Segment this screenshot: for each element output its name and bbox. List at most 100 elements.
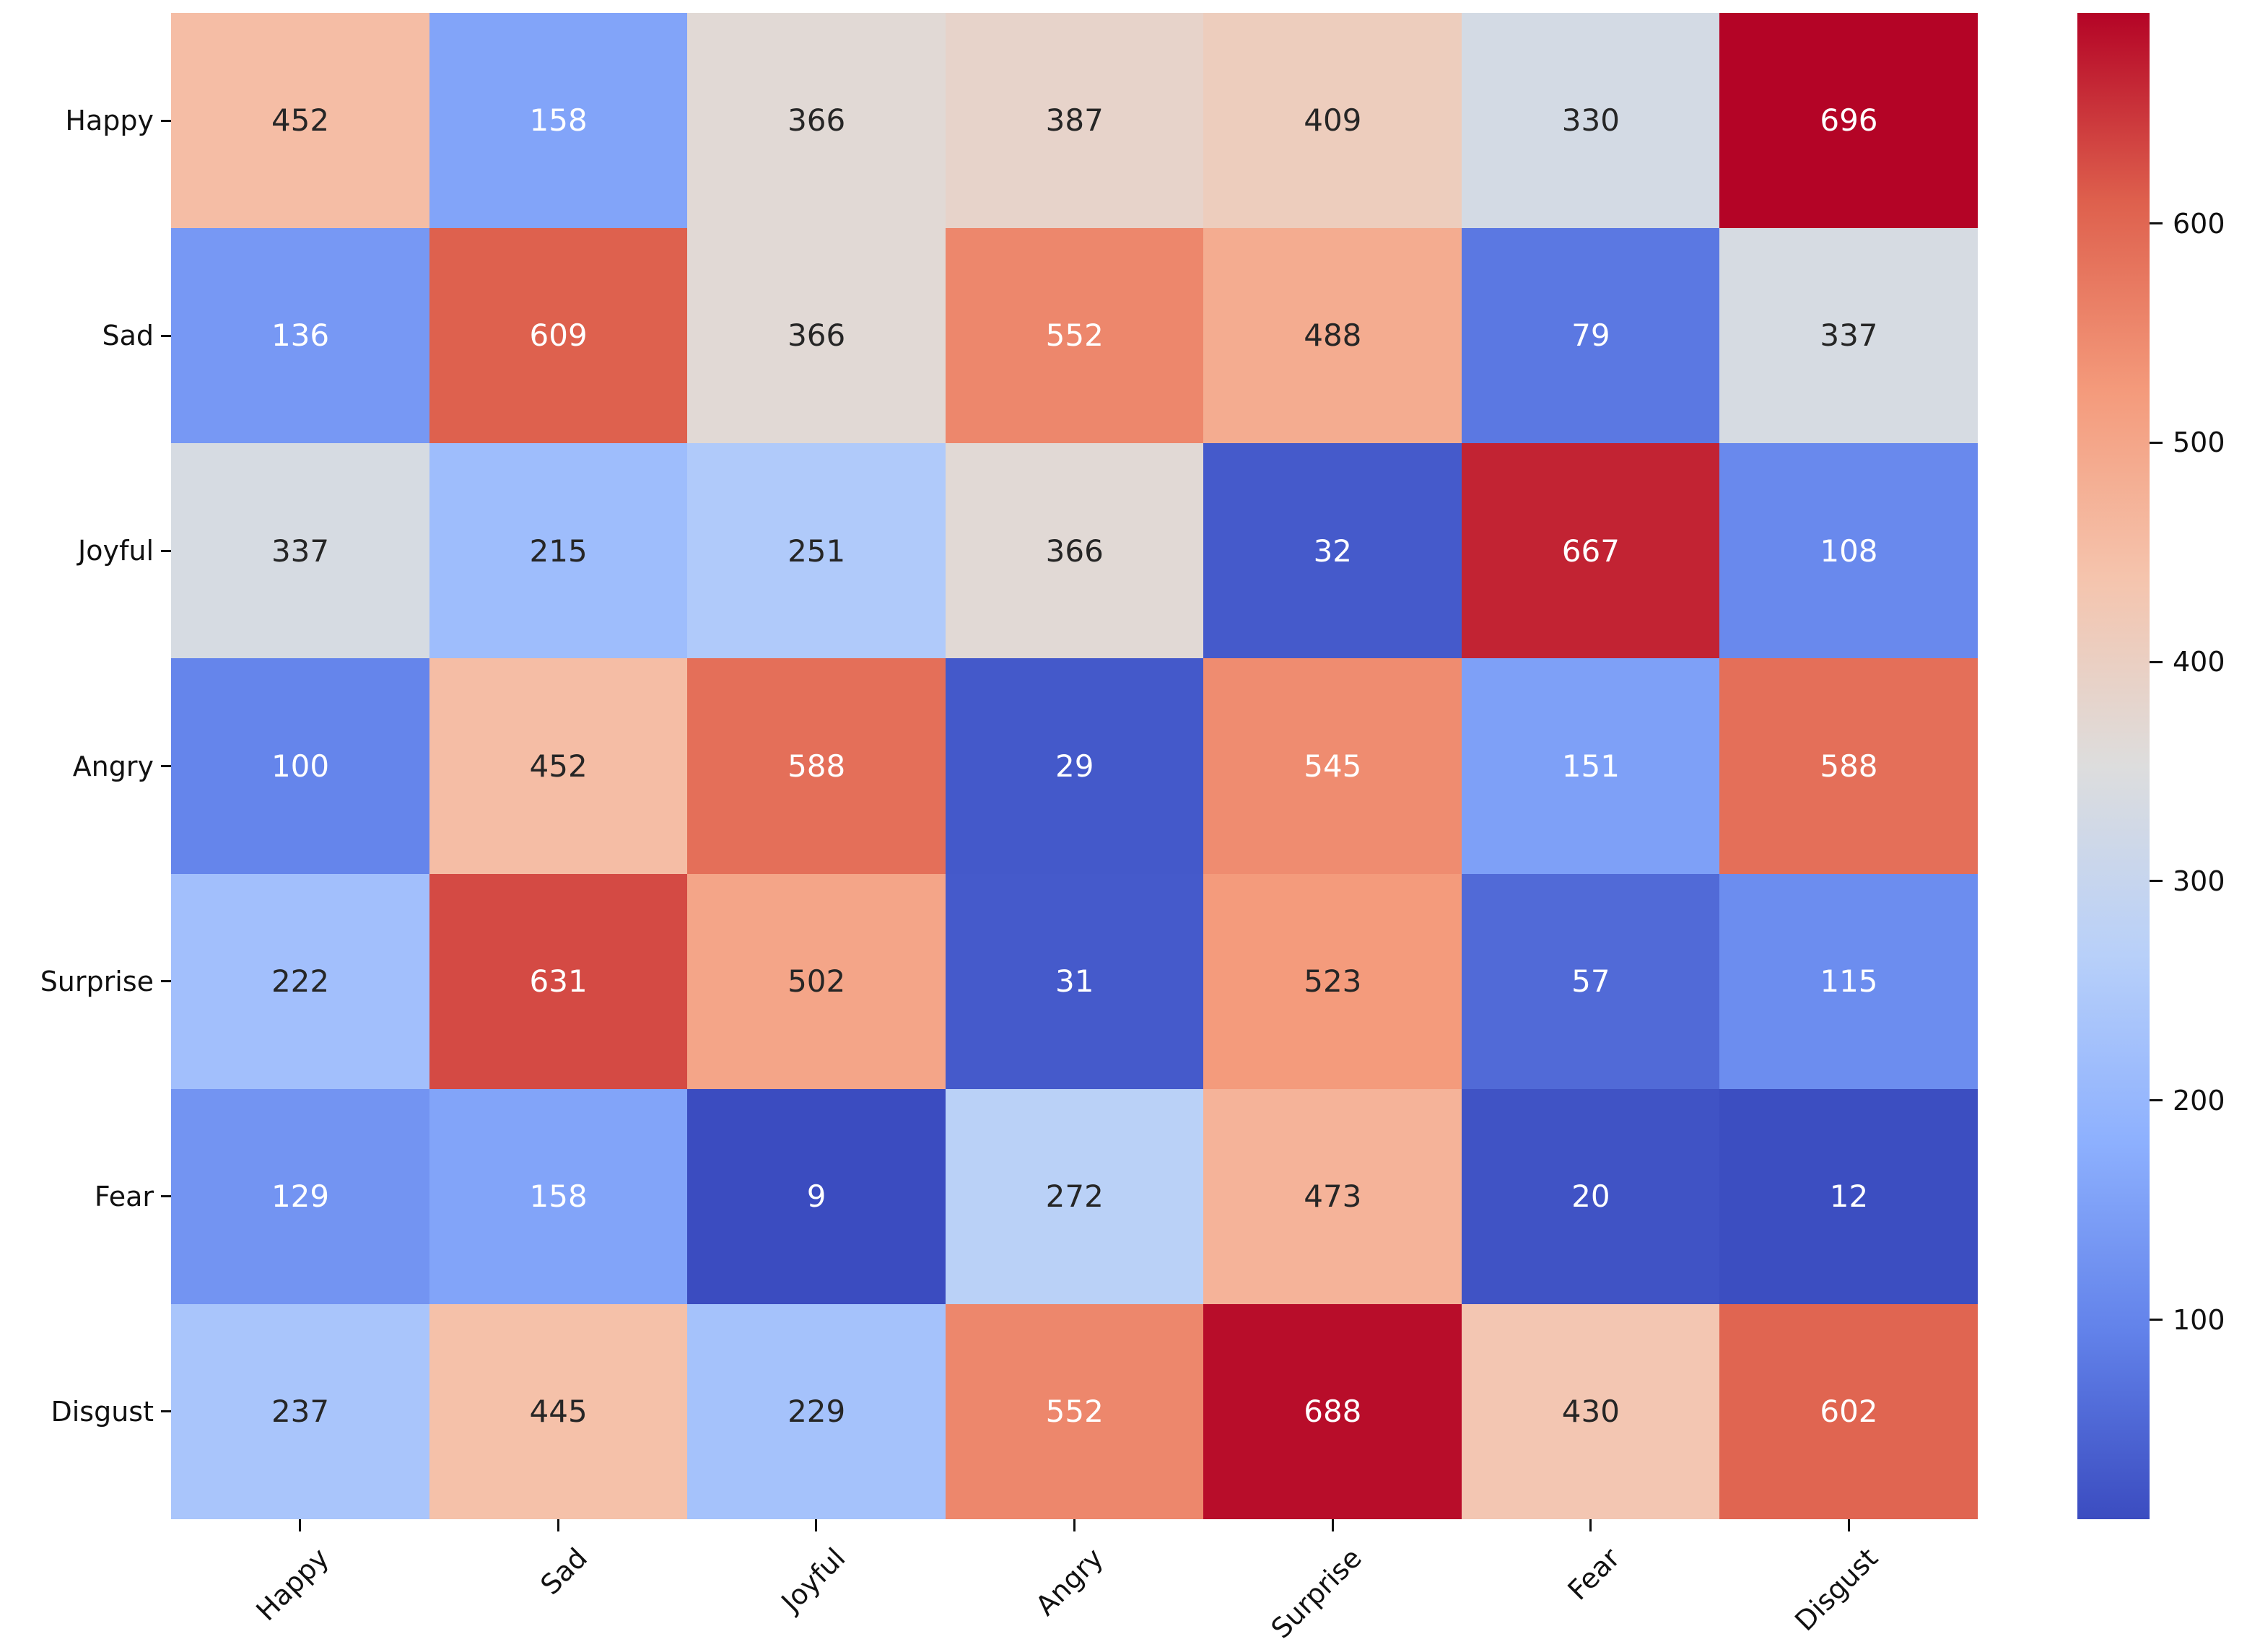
cell-value: 588 (1820, 748, 1878, 784)
x-tick (1589, 1519, 1592, 1531)
cell-value: 9 (806, 1179, 826, 1215)
heatmap-cell-joyful-fear: 667 (1461, 443, 1720, 659)
cell-value: 688 (1304, 1394, 1362, 1430)
cell-value: 100 (271, 748, 330, 784)
heatmap-cell-sad-happy: 136 (171, 228, 430, 444)
heatmap-cell-sad-surprise: 488 (1203, 228, 1462, 444)
heatmap-cell-happy-fear: 330 (1461, 13, 1720, 229)
cell-value: 129 (271, 1179, 330, 1215)
heatmap-cell-joyful-happy: 337 (171, 443, 430, 659)
heatmap-cell-surprise-joyful: 502 (687, 873, 946, 1090)
x-tick-label-angry: Angry (1029, 1542, 1110, 1622)
heatmap-cell-fear-sad: 158 (429, 1088, 688, 1305)
y-tick (161, 765, 171, 767)
cell-value: 337 (271, 533, 330, 569)
colorbar-tick (2150, 1099, 2163, 1102)
cell-value: 631 (529, 963, 588, 999)
heatmap-cell-fear-joyful: 9 (687, 1088, 946, 1305)
cell-value: 366 (1045, 533, 1104, 569)
x-tick-label-fear: Fear (1561, 1542, 1626, 1607)
cell-value: 251 (787, 533, 846, 569)
y-tick (161, 119, 171, 122)
heatmap-cell-fear-angry: 272 (945, 1088, 1204, 1305)
heatmap-cell-angry-surprise: 545 (1203, 658, 1462, 875)
cell-value: 452 (529, 748, 588, 784)
y-tick (161, 549, 171, 552)
cell-value: 115 (1820, 963, 1878, 999)
colorbar-gradient (2077, 13, 2150, 1519)
cell-value: 366 (787, 102, 846, 139)
heatmap-cell-sad-sad: 609 (429, 228, 688, 444)
heatmap-cell-disgust-angry: 552 (945, 1303, 1204, 1520)
cell-value: 151 (1561, 748, 1620, 784)
y-tick-label-disgust: Disgust (51, 1395, 154, 1428)
colorbar-tick-label: 300 (2173, 865, 2225, 897)
x-tick-label-sad: Sad (534, 1542, 593, 1601)
heatmap-cell-angry-sad: 452 (429, 658, 688, 875)
cell-value: 523 (1304, 963, 1362, 999)
heatmap-cell-disgust-disgust: 602 (1719, 1303, 1978, 1520)
colorbar-tick (2150, 1319, 2163, 1321)
cell-value: 552 (1045, 318, 1104, 354)
heatmap-cell-angry-disgust: 588 (1719, 658, 1978, 875)
heatmap-cell-happy-joyful: 366 (687, 13, 946, 229)
heatmap-cell-joyful-sad: 215 (429, 443, 688, 659)
heatmap-cell-angry-angry: 29 (945, 658, 1204, 875)
x-tick (1073, 1519, 1075, 1531)
cell-value: 57 (1571, 963, 1610, 999)
heatmap-cell-happy-sad: 158 (429, 13, 688, 229)
y-tick (161, 980, 171, 983)
cell-value: 32 (1313, 533, 1353, 569)
cell-value: 20 (1571, 1179, 1610, 1215)
heatmap-cell-happy-angry: 387 (945, 13, 1204, 229)
heatmap-cell-angry-fear: 151 (1461, 658, 1720, 875)
cell-value: 696 (1820, 102, 1878, 139)
cell-value: 215 (529, 533, 588, 569)
colorbar-tick-label: 500 (2173, 427, 2225, 459)
cell-value: 222 (271, 963, 330, 999)
x-tick-label-disgust: Disgust (1788, 1542, 1884, 1638)
heatmap-cell-joyful-surprise: 32 (1203, 443, 1462, 659)
cell-value: 667 (1561, 533, 1620, 569)
cell-value: 136 (271, 318, 330, 354)
cell-value: 31 (1055, 963, 1094, 999)
heatmap-cell-surprise-surprise: 523 (1203, 873, 1462, 1090)
heatmap-cell-joyful-joyful: 251 (687, 443, 946, 659)
cell-value: 337 (1820, 318, 1878, 354)
cell-value: 12 (1829, 1179, 1869, 1215)
cell-value: 502 (787, 963, 846, 999)
cell-value: 609 (529, 318, 588, 354)
heatmap-cell-joyful-angry: 366 (945, 443, 1204, 659)
heatmap-cell-surprise-happy: 222 (171, 873, 430, 1090)
heatmap-cell-surprise-sad: 631 (429, 873, 688, 1090)
cell-value: 445 (529, 1394, 588, 1430)
heatmap-cell-happy-disgust: 696 (1719, 13, 1978, 229)
x-tick (299, 1519, 302, 1531)
cell-value: 237 (271, 1394, 330, 1430)
heatmap-cell-happy-surprise: 409 (1203, 13, 1462, 229)
cell-value: 366 (787, 318, 846, 354)
heatmap-cell-disgust-joyful: 229 (687, 1303, 946, 1520)
y-tick-label-sad: Sad (102, 320, 154, 352)
y-tick-label-angry: Angry (72, 750, 154, 782)
cell-value: 545 (1304, 748, 1362, 784)
heatmap-cell-sad-angry: 552 (945, 228, 1204, 444)
colorbar-tick-label: 100 (2173, 1303, 2225, 1336)
heatmap-cell-disgust-happy: 237 (171, 1303, 430, 1520)
x-tick-label-happy: Happy (250, 1542, 336, 1627)
cell-value: 229 (787, 1394, 846, 1430)
y-tick (161, 334, 171, 337)
cell-value: 409 (1304, 102, 1362, 139)
heatmap-cell-fear-surprise: 473 (1203, 1088, 1462, 1305)
heatmap-cell-surprise-angry: 31 (945, 873, 1204, 1090)
colorbar-tick (2150, 222, 2163, 225)
heatmap-cell-disgust-sad: 445 (429, 1303, 688, 1520)
cell-value: 588 (787, 748, 846, 784)
x-tick (557, 1519, 559, 1531)
heatmap-cell-surprise-fear: 57 (1461, 873, 1720, 1090)
cell-value: 602 (1820, 1394, 1878, 1430)
cell-value: 552 (1045, 1394, 1104, 1430)
colorbar-tick-label: 400 (2173, 646, 2225, 678)
y-tick-label-joyful: Joyful (78, 535, 154, 567)
